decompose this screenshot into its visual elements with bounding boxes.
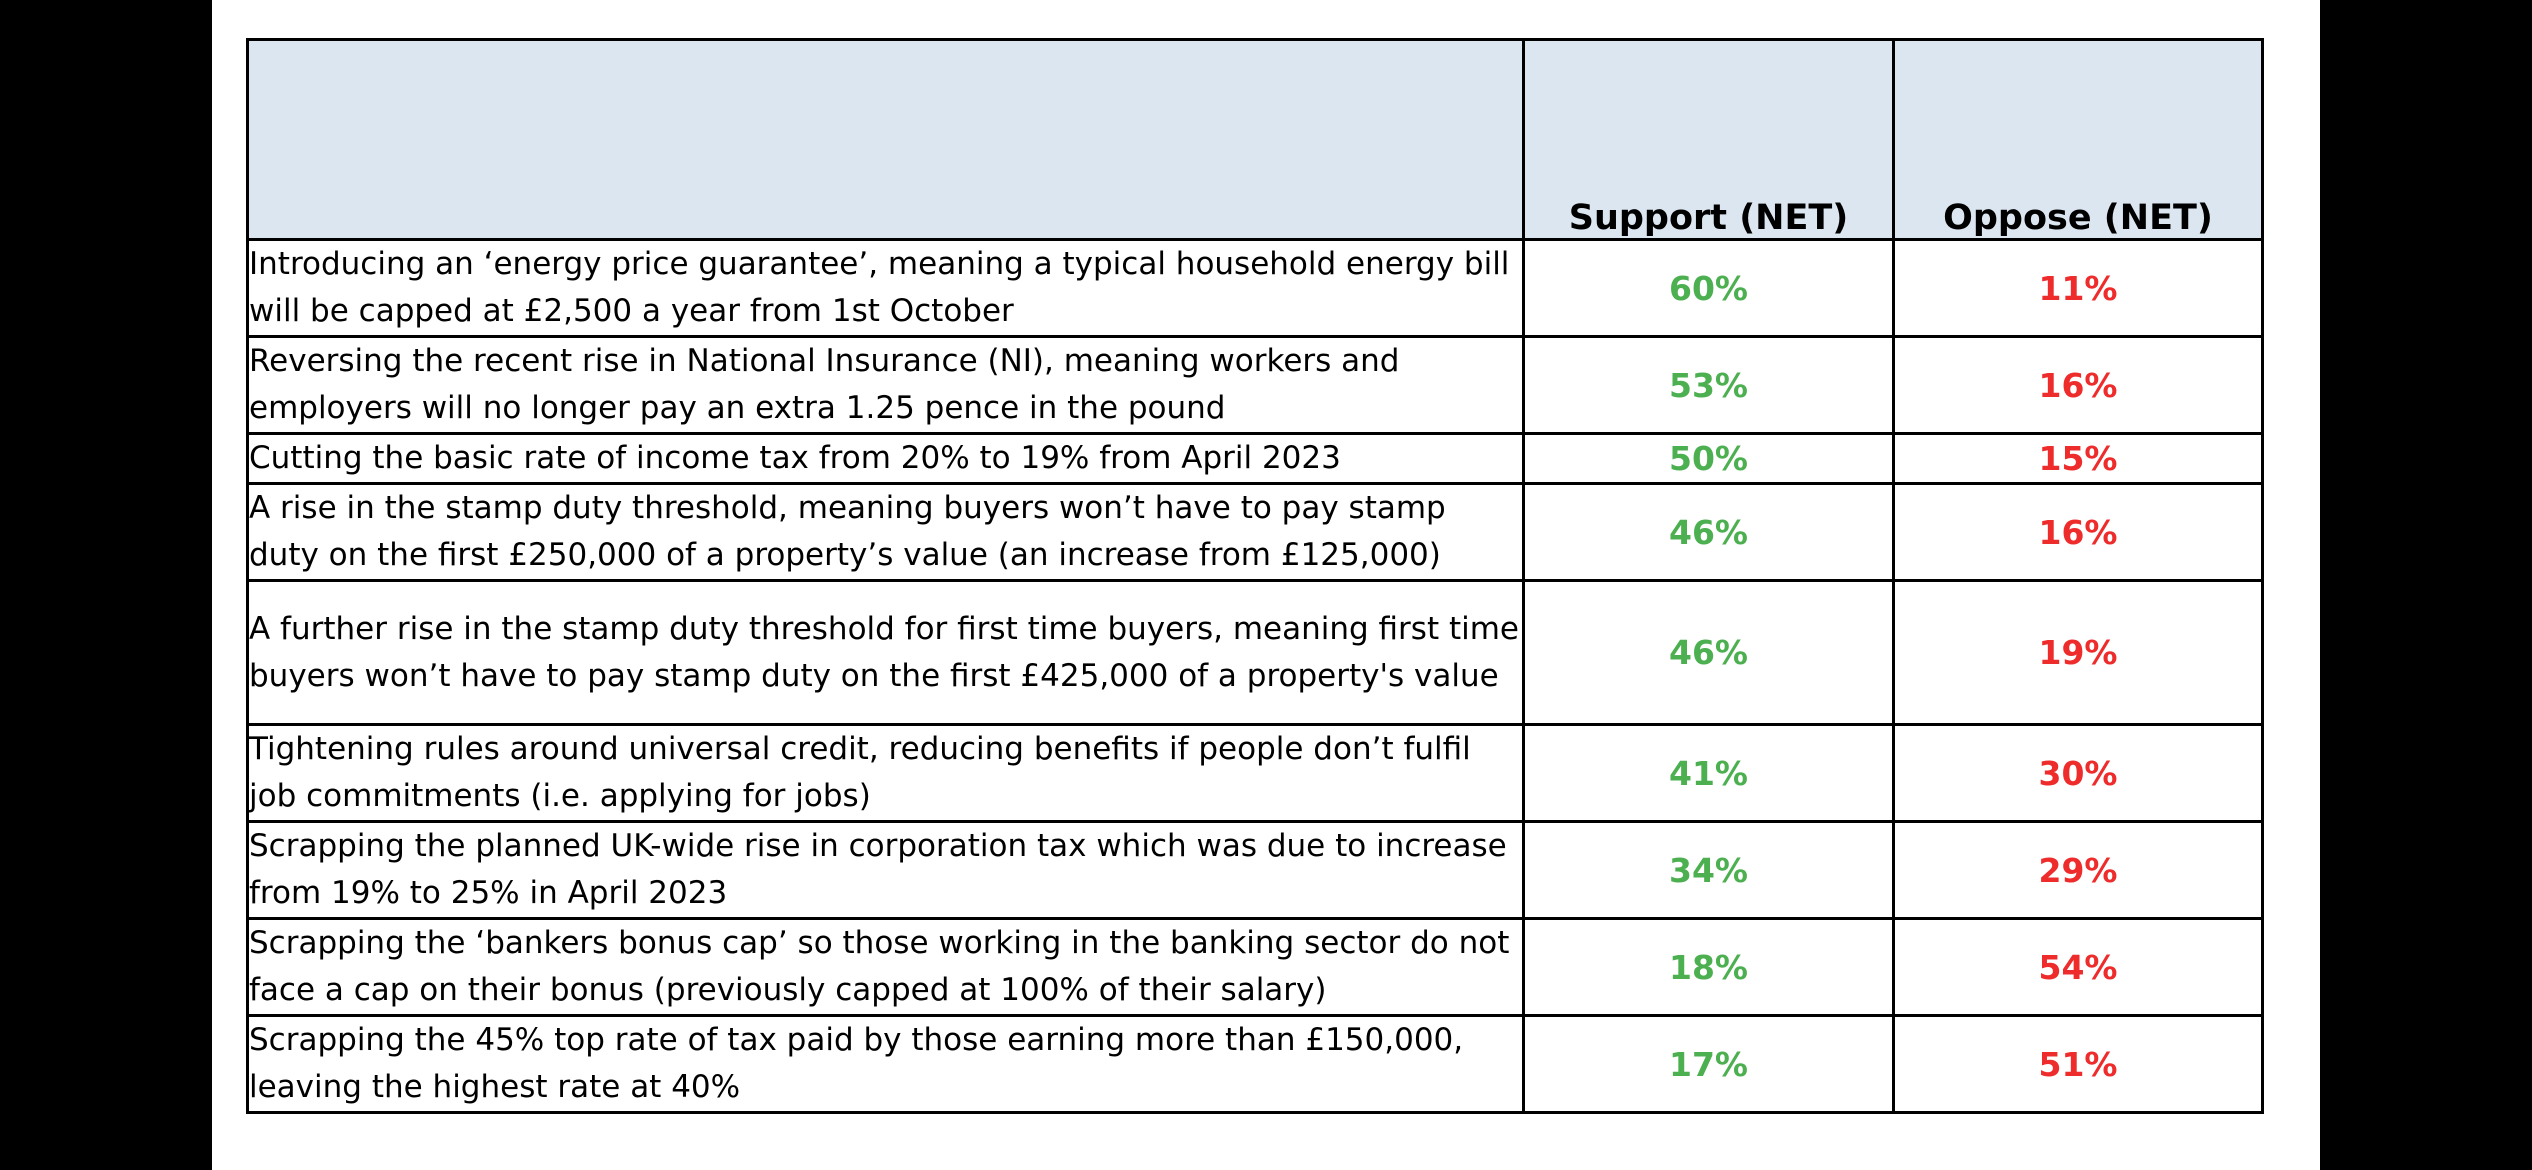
header-oppose: Oppose (NET) (1892, 38, 2264, 241)
policy-text: Introducing an ‘energy price guarantee’,… (246, 238, 1525, 338)
oppose-value: 16% (1892, 482, 2264, 582)
policy-text: Cutting the basic rate of income tax fro… (246, 432, 1525, 485)
policy-text: Tightening rules around universal credit… (246, 723, 1525, 823)
table-row: Scrapping the planned UK-wide rise in co… (246, 820, 2264, 920)
policy-text: A rise in the stamp duty threshold, mean… (246, 482, 1525, 582)
oppose-value: 30% (1892, 723, 2264, 823)
support-value: 18% (1522, 917, 1895, 1017)
support-value: 53% (1522, 335, 1895, 435)
oppose-value: 54% (1892, 917, 2264, 1017)
table-row: Scrapping the 45% top rate of tax paid b… (246, 1014, 2264, 1114)
table-header-row: Support (NET) Oppose (NET) (246, 38, 2264, 241)
header-support: Support (NET) (1522, 38, 1895, 241)
table-row: Reversing the recent rise in National In… (246, 335, 2264, 435)
oppose-value: 11% (1892, 238, 2264, 338)
document-page: Support (NET) Oppose (NET) Introducing a… (212, 0, 2320, 1170)
oppose-value: 29% (1892, 820, 2264, 920)
table-row: Introducing an ‘energy price guarantee’,… (246, 238, 2264, 338)
poll-results-table: Support (NET) Oppose (NET) Introducing a… (246, 38, 2264, 1114)
support-value: 50% (1522, 432, 1895, 485)
table-row: A further rise in the stamp duty thresho… (246, 579, 2264, 726)
policy-text: Reversing the recent rise in National In… (246, 335, 1525, 435)
policy-text: Scrapping the ‘bankers bonus cap’ so tho… (246, 917, 1525, 1017)
support-value: 60% (1522, 238, 1895, 338)
oppose-value: 15% (1892, 432, 2264, 485)
support-value: 46% (1522, 579, 1895, 726)
header-item (246, 38, 1525, 241)
policy-text: Scrapping the 45% top rate of tax paid b… (246, 1014, 1525, 1114)
oppose-value: 16% (1892, 335, 2264, 435)
table-row: A rise in the stamp duty threshold, mean… (246, 482, 2264, 582)
table-row: Cutting the basic rate of income tax fro… (246, 432, 2264, 485)
support-value: 17% (1522, 1014, 1895, 1114)
table-row: Tightening rules around universal credit… (246, 723, 2264, 823)
oppose-value: 51% (1892, 1014, 2264, 1114)
table-row: Scrapping the ‘bankers bonus cap’ so tho… (246, 917, 2264, 1017)
support-value: 41% (1522, 723, 1895, 823)
oppose-value: 19% (1892, 579, 2264, 726)
policy-text: Scrapping the planned UK-wide rise in co… (246, 820, 1525, 920)
support-value: 34% (1522, 820, 1895, 920)
support-value: 46% (1522, 482, 1895, 582)
policy-text: A further rise in the stamp duty thresho… (246, 579, 1525, 726)
